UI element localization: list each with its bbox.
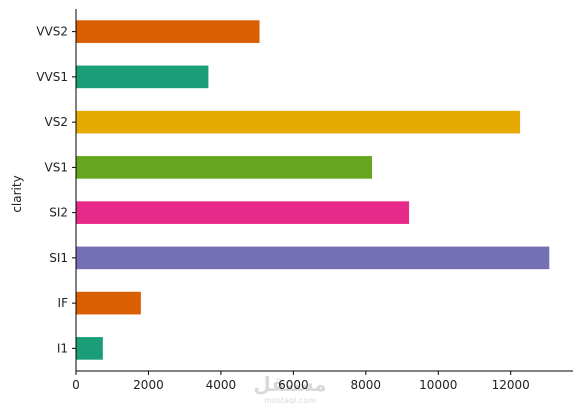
y-tick-label: VS1 [45, 160, 68, 174]
y-tick-label: IF [58, 296, 69, 310]
bar-i1 [76, 337, 103, 360]
watermark-text: مستقل [253, 372, 326, 396]
y-axis-ticks: I1 IF SI1 SI2 VS1 VS2 VVS1 VVS2 [36, 25, 76, 355]
x-tick-label: 2000 [133, 378, 164, 392]
y-tick-label: SI1 [49, 251, 68, 265]
bar-vs2 [76, 110, 521, 134]
x-tick-label: 10000 [419, 378, 457, 392]
x-axis-ticks: 0 2000 4000 6000 8000 10000 12000 [72, 371, 530, 392]
bar-if [76, 291, 141, 315]
y-tick-label: VVS2 [36, 25, 68, 39]
bar-si1 [76, 246, 550, 270]
y-tick-label: VVS1 [36, 70, 68, 84]
y-axis-label: clarity [10, 175, 24, 212]
bar-si2 [76, 201, 410, 224]
watermark-subtext: mostaql.com [264, 396, 316, 405]
x-tick-label: 12000 [492, 378, 530, 392]
y-tick-label: VS2 [45, 115, 68, 129]
bars-group [76, 20, 550, 360]
bar-vs1 [76, 156, 373, 179]
x-tick-label: 4000 [206, 378, 237, 392]
watermark: مستقل mostaql.com [253, 372, 326, 405]
y-tick-label: I1 [57, 341, 68, 355]
x-tick-label: 6000 [278, 378, 309, 392]
bar-vvs1 [76, 65, 209, 89]
x-tick-label: 0 [72, 378, 80, 392]
y-tick-label: SI2 [49, 206, 68, 220]
x-tick-label: 8000 [351, 378, 382, 392]
bar-vvs2 [76, 20, 260, 43]
